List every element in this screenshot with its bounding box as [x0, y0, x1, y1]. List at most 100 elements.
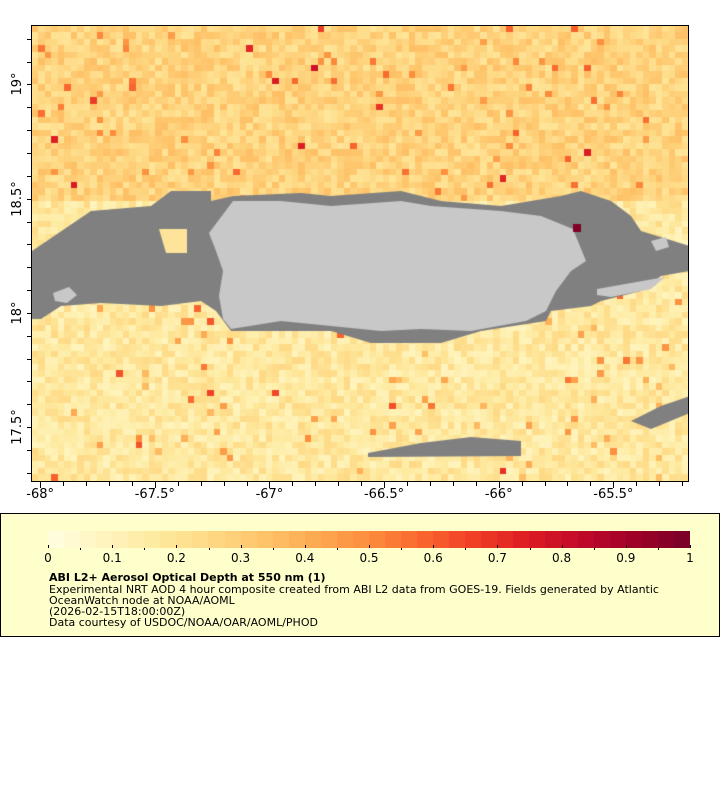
- colorbar-swatch: [481, 531, 498, 548]
- lon-tick: [269, 482, 271, 488]
- lat-label: 18°: [10, 301, 25, 325]
- colorbar-swatch: [144, 531, 161, 548]
- legend-description-1: Experimental NRT AOD 4 hour composite cr…: [49, 583, 659, 596]
- colorbar-swatch: [401, 531, 418, 548]
- colorbar-swatch: [304, 531, 321, 548]
- colorbar-swatch: [641, 531, 658, 548]
- lat-tick: [27, 107, 31, 109]
- lon-tick: [246, 482, 248, 486]
- colorbar-swatch: [545, 531, 562, 548]
- colorbar-swatch: [112, 531, 129, 548]
- colorbar-swatch: [657, 531, 674, 548]
- lon-tick: [613, 482, 615, 488]
- colorbar-swatch: [449, 531, 466, 548]
- colorbar-tick: [625, 545, 627, 548]
- lat-tick: [27, 427, 31, 429]
- lon-tick: [223, 482, 225, 486]
- colorbar-swatch: [64, 531, 81, 548]
- colorbar-tick: [112, 545, 114, 548]
- colorbar-tick: [497, 545, 499, 548]
- colorbar-tick: [304, 545, 306, 548]
- lon-tick: [154, 482, 156, 488]
- lon-tick: [108, 482, 110, 486]
- lon-tick: [177, 482, 179, 486]
- colorbar-swatch: [673, 531, 690, 548]
- colorbar-tick: [690, 545, 691, 548]
- lat-tick: [27, 358, 31, 360]
- lon-label: -66.5°: [363, 487, 405, 502]
- colorbar-tick: [369, 545, 370, 548]
- lon-tick: [384, 482, 386, 488]
- colorbar-tick: [240, 545, 242, 548]
- colorbar-tick: [401, 548, 403, 550]
- lat-tick: [27, 38, 31, 40]
- colorbar-swatch: [513, 531, 530, 548]
- lon-tick: [338, 482, 340, 486]
- aod-map: [31, 25, 689, 482]
- lat-tick: [27, 244, 31, 246]
- colorbar-tick: [176, 545, 178, 548]
- colorbar-tick: [80, 548, 82, 550]
- lon-label: -67°: [255, 487, 284, 502]
- colorbar-swatch: [384, 531, 402, 548]
- colorbar-tick: [144, 548, 146, 550]
- lat-tick: [27, 152, 31, 154]
- lon-tick: [40, 482, 42, 488]
- lon-tick: [407, 482, 408, 486]
- colorbar-tick: [48, 545, 49, 548]
- lon-label: -65.5°: [593, 487, 634, 502]
- colorbar-swatch: [593, 531, 610, 548]
- colorbar-swatch: [272, 531, 289, 548]
- lon-tick: [63, 482, 65, 486]
- colorbar-label: 0: [44, 551, 52, 565]
- lat-label: 17.5°: [10, 409, 25, 445]
- colorbar-tick: [465, 548, 467, 550]
- colorbar-label: 0.6: [423, 551, 443, 565]
- colorbar-label: 0.7: [487, 551, 507, 565]
- colorbar-label: 0.3: [231, 551, 251, 565]
- colorbar-swatch: [240, 531, 257, 548]
- lon-tick: [475, 482, 477, 486]
- lat-tick: [27, 312, 31, 314]
- colorbar-swatch: [529, 531, 546, 548]
- colorbar-tick: [561, 545, 563, 548]
- colorbar-tick: [208, 548, 210, 550]
- colorbar-swatch: [417, 531, 434, 548]
- legend-panel: 0 0.1 0.2 0.3 0.4 0.5 0.6 0.7 0.8 0.9 1 ABI L2+ Ae…: [0, 513, 720, 637]
- lat-label: 19°: [10, 72, 25, 96]
- lon-tick: [86, 482, 88, 486]
- colorbar-swatch: [336, 531, 353, 548]
- lat-tick: [27, 61, 31, 63]
- colorbar-swatch: [96, 531, 113, 548]
- colorbar-swatch: [465, 531, 482, 548]
- colorbar-label: 0.2: [166, 551, 186, 565]
- colorbar-tick: [433, 545, 435, 548]
- colorbar-swatch: [192, 531, 209, 548]
- lon-tick: [682, 482, 684, 486]
- lon-tick: [429, 482, 431, 486]
- colorbar-tick: [272, 548, 274, 550]
- colorbar-swatch: [609, 531, 626, 548]
- lon-label: -68°: [26, 487, 55, 502]
- lat-tick: [27, 84, 31, 86]
- lat-tick: [27, 290, 31, 292]
- legend-credit: Data courtesy of USDOC/NOAA/OAR/AOML/PHO…: [49, 616, 318, 629]
- colorbar-swatch: [368, 531, 385, 548]
- colorbar-tick: [593, 548, 595, 550]
- lat-tick: [27, 221, 31, 223]
- lon-tick: [292, 482, 294, 486]
- lon-tick: [131, 482, 133, 486]
- lat-tick: [27, 175, 31, 177]
- aod-map-canvas: [32, 26, 688, 481]
- lon-label: -67.5°: [134, 487, 175, 502]
- colorbar-swatch: [176, 531, 193, 548]
- lat-tick: [27, 267, 31, 269]
- lat-tick: [27, 381, 31, 383]
- lat-tick: [27, 404, 31, 406]
- lon-tick: [544, 482, 546, 486]
- colorbar-label: 0.1: [102, 551, 122, 565]
- lat-tick: [27, 450, 31, 451]
- colorbar-swatch: [625, 531, 642, 548]
- legend-time: (2026-02-15T18:00:00Z): [49, 605, 186, 618]
- colorbar-swatch: [160, 531, 177, 548]
